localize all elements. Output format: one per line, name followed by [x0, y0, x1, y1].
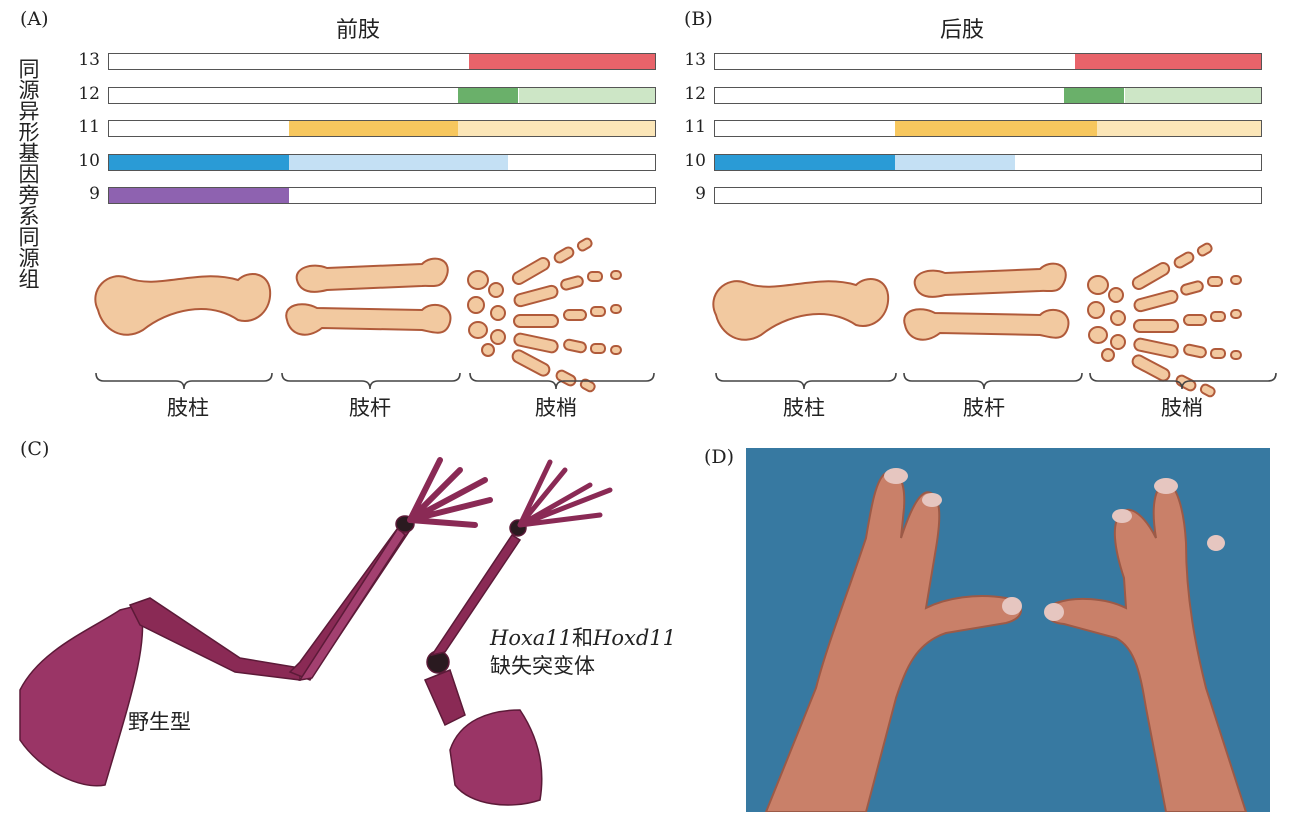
hox-label-line2: 旁系同源组 — [16, 184, 40, 289]
panel-b-letter: (B) — [684, 8, 713, 30]
hox-row-label: 10 — [78, 150, 100, 171]
wild-type-label: 野生型 — [128, 710, 191, 734]
expression-bar — [108, 153, 656, 171]
hox-row-label: 11 — [78, 117, 100, 137]
panel-b-title: 后肢 — [940, 18, 985, 43]
expression-segment — [518, 87, 655, 103]
expression-segment — [289, 121, 459, 136]
mutant-label-line1: Hoxa11和Hoxd11 — [490, 622, 676, 652]
expression-bar — [714, 187, 1262, 204]
expression-segment — [895, 121, 1098, 136]
hox-row-label: 12 — [684, 83, 706, 104]
expression-segment — [715, 154, 896, 170]
expression-segment — [289, 154, 508, 170]
expression-segment — [458, 121, 655, 136]
expression-segment — [109, 154, 290, 170]
human-hands-photo — [746, 448, 1270, 812]
mouse-forelimb-skeletons — [19, 457, 613, 806]
expression-segment — [1064, 87, 1125, 103]
hox-label-line1: 同源异形基因 — [16, 58, 40, 184]
expression-segment — [895, 154, 1016, 170]
panel-a-region-stylopod: 肢柱 — [167, 396, 209, 420]
expression-bar — [714, 120, 1262, 137]
panel-a-title: 前肢 — [336, 18, 381, 43]
expression-segment — [109, 188, 290, 203]
and-word: 和 — [572, 626, 594, 650]
hox-row-label: 11 — [684, 117, 706, 137]
expression-bar — [108, 53, 656, 70]
hox-row-label: 9 — [695, 184, 706, 204]
hox-row-label: 10 — [684, 150, 706, 171]
panel-b-region-autopod: 肢梢 — [1161, 396, 1203, 420]
panel-a-region-autopod: 肢梢 — [535, 396, 577, 420]
panel-c-letter: (C) — [20, 438, 50, 460]
expression-segment — [1124, 87, 1261, 103]
hox-row-label: 12 — [78, 83, 100, 104]
limb-bones-illustration — [94, 236, 1277, 399]
hox-row-label: 13 — [78, 50, 100, 70]
panel-b-region-stylopod: 肢柱 — [783, 396, 825, 420]
expression-bar — [108, 86, 656, 104]
expression-segment — [1075, 54, 1261, 69]
hoxa11-gene: Hoxa11 — [490, 626, 573, 650]
panel-a-letter: (A) — [20, 8, 49, 30]
panel-d-letter: (D) — [704, 446, 735, 468]
expression-bar — [714, 53, 1262, 70]
hox-row-label: 9 — [89, 184, 100, 204]
expression-segment — [469, 54, 655, 69]
panel-b-region-zeugopod: 肢杆 — [963, 396, 1005, 420]
expression-bar — [108, 120, 656, 137]
expression-segment — [1097, 121, 1261, 136]
hox-paralog-label: 同源异形基因旁系同源组 — [16, 58, 40, 289]
expression-segment — [458, 87, 519, 103]
expression-bar — [714, 153, 1262, 171]
mutant-label-line2: 缺失突变体 — [490, 654, 595, 678]
panel-a-region-zeugopod: 肢杆 — [349, 396, 391, 420]
hoxd11-gene: Hoxd11 — [593, 626, 677, 650]
hox-row-label: 13 — [684, 50, 706, 70]
expression-bar — [108, 187, 656, 204]
expression-bar — [714, 86, 1262, 104]
